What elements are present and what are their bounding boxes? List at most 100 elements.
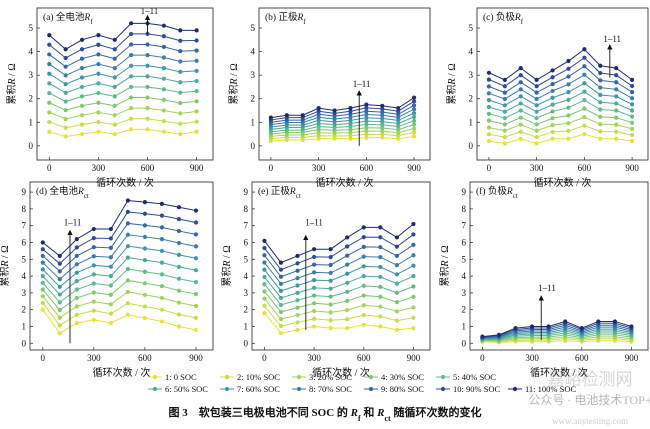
data-point <box>486 132 492 137</box>
x-tick-label: 300 <box>312 163 326 173</box>
title-subscript: ct <box>296 192 301 200</box>
data-point <box>40 300 45 306</box>
data-point <box>178 28 183 33</box>
data-point <box>546 324 551 329</box>
data-point <box>345 235 350 240</box>
data-point <box>40 247 45 252</box>
data-point <box>582 115 587 120</box>
data-point <box>108 302 113 307</box>
x-axis-label: 循环次数 / 次 <box>316 176 374 189</box>
y-tick-label: 2 <box>244 305 249 315</box>
data-point <box>74 270 79 275</box>
legend-marker <box>152 386 158 392</box>
y-tick-label: 8 <box>22 204 27 214</box>
data-point <box>316 133 321 138</box>
data-point <box>194 109 199 114</box>
data-point <box>394 253 399 259</box>
axis-box <box>469 181 649 351</box>
data-point <box>361 244 366 249</box>
y-tick-label: 5 <box>251 23 256 33</box>
data-point <box>550 88 555 94</box>
data-point <box>380 135 385 140</box>
data-point <box>396 106 401 111</box>
data-point <box>614 108 619 113</box>
data-point <box>176 288 182 293</box>
data-point <box>311 324 317 329</box>
data-point <box>550 109 555 114</box>
data-point <box>284 113 289 118</box>
data-point <box>380 129 385 134</box>
x-tick-label: 600 <box>578 163 592 173</box>
y-axis-label-part: 累积 <box>228 85 240 105</box>
series-line <box>42 211 197 265</box>
data-point <box>112 56 117 61</box>
series-line <box>270 104 415 123</box>
data-point <box>91 226 96 232</box>
series-line <box>48 33 197 59</box>
data-point <box>394 318 399 323</box>
data-point <box>582 131 587 137</box>
data-point <box>74 279 79 284</box>
data-point <box>96 119 101 125</box>
data-point <box>63 116 68 122</box>
y-axis-label: 累积R / Ω <box>0 245 11 286</box>
data-point <box>193 327 199 332</box>
title-symbol: R <box>83 13 90 23</box>
data-point <box>348 136 353 141</box>
data-point <box>566 66 571 71</box>
data-point <box>79 65 85 71</box>
data-point <box>57 307 62 313</box>
y-axis-label-part: R <box>229 79 240 86</box>
data-point <box>47 81 52 86</box>
data-point <box>348 118 353 123</box>
legend-label: 10: 90% SOC <box>453 384 501 394</box>
x-tick-label: 900 <box>407 353 421 363</box>
data-point <box>142 304 148 309</box>
data-point <box>278 331 284 336</box>
data-point <box>176 312 182 317</box>
title-text: (a) 全电池 <box>43 11 85 23</box>
data-point <box>348 109 353 114</box>
data-point <box>345 307 350 313</box>
data-point <box>614 80 619 85</box>
data-point <box>378 274 383 280</box>
y-tick-label: 5 <box>469 23 474 33</box>
data-point <box>361 283 366 288</box>
data-point <box>79 75 85 80</box>
data-point <box>378 225 383 230</box>
data-point <box>268 115 274 120</box>
data-point <box>112 75 117 80</box>
data-point <box>396 112 401 117</box>
series-line <box>49 75 197 94</box>
y-axis-label-part: 累积 <box>6 85 18 105</box>
data-point <box>142 315 148 321</box>
series-line <box>482 336 632 342</box>
data-point <box>518 80 523 85</box>
data-point <box>550 102 555 107</box>
data-point <box>380 122 385 127</box>
series-line <box>48 22 197 50</box>
data-point <box>629 108 635 113</box>
data-point <box>176 276 182 281</box>
data-point <box>194 99 199 104</box>
series-line <box>488 57 633 87</box>
data-point <box>47 42 52 47</box>
data-point <box>57 331 62 336</box>
series-line <box>264 265 414 292</box>
data-point <box>364 122 369 127</box>
data-point <box>486 84 492 89</box>
data-point <box>47 110 52 115</box>
legend-marker <box>440 374 446 380</box>
data-point <box>364 135 369 140</box>
y-tick-label: 7 <box>462 221 467 231</box>
data-point <box>534 128 539 133</box>
series-line <box>482 334 632 341</box>
data-point <box>348 106 353 111</box>
data-point <box>79 37 85 42</box>
data-point <box>125 255 130 260</box>
data-point <box>161 108 166 113</box>
data-point <box>598 92 603 98</box>
series-line <box>42 234 197 280</box>
data-point <box>129 74 134 79</box>
data-point <box>502 122 507 127</box>
